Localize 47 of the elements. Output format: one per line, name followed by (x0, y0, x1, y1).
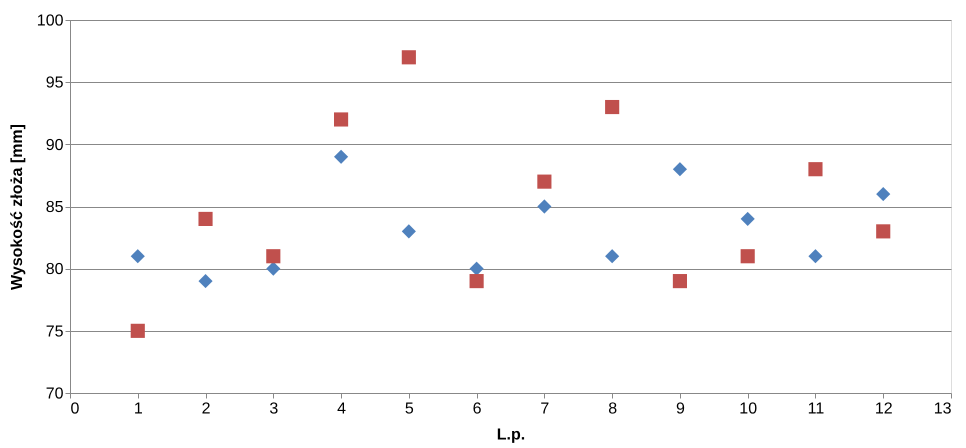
point (876, 224, 890, 238)
x-tick-label: 2 (202, 400, 211, 418)
y-tick-label: 85 (46, 199, 64, 216)
point (740, 249, 755, 264)
point (605, 100, 620, 114)
point (402, 50, 416, 64)
y-tick-label: 70 (46, 386, 64, 402)
point (130, 249, 145, 264)
point (740, 212, 755, 226)
y-tick-label: 80 (46, 261, 64, 278)
y-tick-label: 95 (46, 74, 64, 92)
x-tick-label: 12 (874, 400, 893, 418)
point (130, 324, 145, 338)
point (672, 162, 687, 176)
y-axis-title: Wysokość złoża [mm] (8, 124, 26, 290)
point (334, 150, 348, 164)
point (808, 162, 823, 176)
point (876, 186, 890, 202)
x-tick-label: 9 (676, 400, 685, 418)
y-tick-label: 75 (46, 323, 64, 340)
x-tick-label: 7 (540, 400, 550, 418)
x-tick-label: 10 (739, 400, 758, 418)
x-tick-label: 3 (269, 400, 278, 418)
point (266, 262, 280, 276)
point (672, 274, 687, 288)
point (605, 249, 620, 264)
x-tick-label: 5 (404, 400, 414, 418)
x-tick-label: 11 (808, 400, 824, 418)
point (402, 224, 416, 238)
point (537, 174, 552, 189)
point (470, 262, 484, 276)
point (470, 274, 484, 288)
x-tick-label: 1 (134, 400, 143, 418)
point (198, 274, 213, 288)
point (266, 249, 280, 264)
x-tick-label: 4 (337, 400, 346, 418)
x-tick-label: 13 (934, 400, 952, 418)
x-axis-title: L.p. (496, 426, 526, 444)
point (334, 112, 348, 127)
point (198, 212, 213, 226)
x-tick-label: 0 (70, 400, 80, 418)
x-tick-label: 6 (472, 400, 482, 418)
point (808, 249, 823, 264)
y-tick-label: 90 (46, 136, 64, 154)
y-tick-label: 100 (36, 12, 64, 30)
point (537, 199, 552, 214)
x-tick-label: 8 (608, 400, 618, 418)
